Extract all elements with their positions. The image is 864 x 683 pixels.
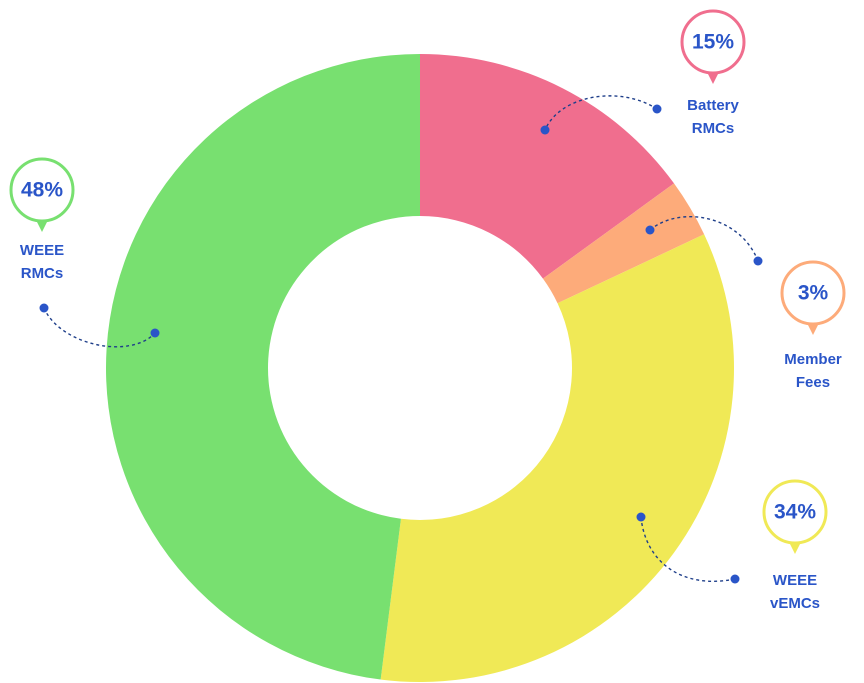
category-label: Battery RMCs — [687, 97, 739, 137]
callout-line — [43, 307, 156, 348]
category-label: Member Fees — [784, 351, 842, 391]
callout-line — [649, 216, 759, 262]
donut-slice — [420, 54, 675, 279]
callout-dot — [730, 574, 740, 584]
value-label: 48% — [21, 179, 63, 202]
value-bubble — [780, 260, 846, 326]
callout-line — [640, 516, 736, 582]
value-bubble — [680, 9, 746, 75]
value-label: 3% — [798, 282, 829, 305]
value-label: 34% — [774, 501, 816, 524]
bubble-pointer — [707, 72, 719, 84]
bubble-pointer — [789, 542, 801, 554]
callout-dot — [150, 328, 160, 338]
callout-line — [544, 95, 658, 131]
callout-dot — [540, 125, 550, 135]
value-bubble — [762, 479, 828, 545]
bubble-pointer — [36, 220, 48, 232]
category-label: WEEE vEMCs — [769, 572, 821, 612]
value-bubble — [9, 157, 75, 223]
callout-dot — [652, 104, 662, 114]
donut-slice — [105, 54, 421, 680]
bubble-pointer — [807, 323, 819, 335]
donut-slice — [380, 234, 735, 682]
callout-dot — [39, 303, 49, 313]
donut-slice — [542, 183, 705, 304]
value-label: 15% — [692, 31, 734, 54]
callout-dot — [636, 512, 646, 522]
callout-dot — [753, 256, 763, 266]
callout-dot — [645, 225, 655, 235]
category-label: WEEE RMCs — [19, 242, 65, 282]
